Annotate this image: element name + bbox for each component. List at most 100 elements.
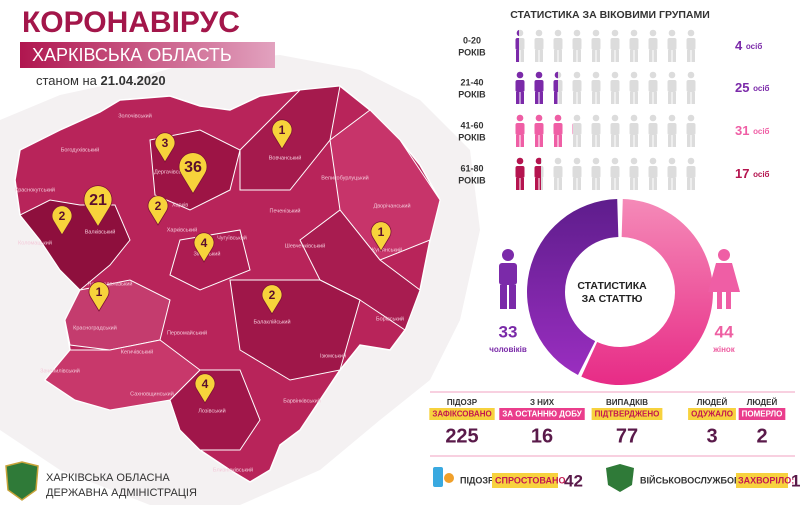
person-leg xyxy=(520,178,524,190)
district-label: Лозівський xyxy=(198,407,225,414)
person-icon xyxy=(667,71,677,104)
map: Золочівський Богодухівський Краснокутський… xyxy=(14,85,441,483)
women-count: 44 xyxy=(715,322,734,341)
person-icon xyxy=(648,71,658,104)
subtitle: ХАРКІВСЬКА ОБЛАСТЬ xyxy=(32,45,232,65)
pin-label: 2 xyxy=(155,199,162,213)
total-value: 16 xyxy=(531,425,553,447)
leg xyxy=(726,292,731,309)
person-leg xyxy=(577,92,581,104)
person-leg xyxy=(520,92,524,104)
person-body xyxy=(667,123,677,135)
person-leg xyxy=(615,92,619,104)
person-leg xyxy=(577,50,581,62)
person-body xyxy=(648,166,658,178)
person-leg xyxy=(596,50,600,62)
total-value: 2 xyxy=(756,425,767,447)
leg xyxy=(717,292,722,309)
district-label: Шевченківський xyxy=(285,242,325,249)
person-head xyxy=(630,157,638,165)
person-leg xyxy=(691,135,695,147)
person-leg xyxy=(691,178,695,190)
person-head xyxy=(554,29,562,37)
emblem xyxy=(5,461,39,501)
total-line1: ЛЮДЕЙ xyxy=(697,398,728,407)
pin-label: 1 xyxy=(279,123,286,137)
person-head xyxy=(649,157,657,165)
count-number: 17 xyxy=(735,166,749,181)
person-head xyxy=(535,114,543,122)
person-leg xyxy=(672,92,676,104)
flask-icon xyxy=(433,467,443,487)
person-head xyxy=(649,71,657,79)
totals: ПІДОЗР ЗАФІКСОВАНО 225 З НИХ ЗА ОСТАННЮ ДОБУ… xyxy=(429,398,786,447)
district-shape xyxy=(169,229,251,291)
person-head xyxy=(668,157,676,165)
pin-label: 4 xyxy=(201,236,208,250)
pin-label: 3 xyxy=(162,136,169,150)
pin-label: 2 xyxy=(59,209,66,223)
person-leg xyxy=(687,135,691,147)
person-leg xyxy=(653,178,657,190)
age-count: 31 осіб xyxy=(735,123,770,138)
person-icon xyxy=(629,71,639,104)
person-icon-filled xyxy=(515,29,519,62)
head xyxy=(718,249,730,261)
person-leg xyxy=(577,135,581,147)
highlight-bg xyxy=(492,473,558,488)
age-count: 4 осіб xyxy=(735,38,762,53)
person-icon xyxy=(534,29,544,62)
footer-line: ХАРКІВСЬКА ОБЛАСНА xyxy=(46,472,170,484)
person-leg xyxy=(668,92,672,104)
person-head xyxy=(630,29,638,37)
highlight-bg xyxy=(688,408,736,420)
person-body xyxy=(610,80,620,92)
person-leg xyxy=(649,50,653,62)
date-line: станом на 21.04.2020 xyxy=(36,73,166,88)
person-leg xyxy=(520,135,524,147)
district-label: Богодухівський xyxy=(61,146,99,153)
district-label: Нововодолазький xyxy=(87,280,132,287)
person-head xyxy=(573,71,581,79)
age-range: 41-60 xyxy=(460,120,483,130)
pin xyxy=(194,373,216,404)
person-leg xyxy=(649,135,653,147)
person-icon xyxy=(591,157,601,190)
gender-title: СТАТИСТИКА xyxy=(577,280,647,292)
refuted-value: 42 xyxy=(564,471,583,490)
total-line2: ПОМЕРЛО xyxy=(742,410,783,419)
person-body xyxy=(572,166,582,178)
man-icon xyxy=(499,249,517,309)
total-line1: З НИХ xyxy=(530,398,555,407)
person-leg xyxy=(668,50,672,62)
age-title: СТАТИСТИКА ЗА ВІКОВИМИ ГРУПАМИ xyxy=(510,9,710,21)
person-leg xyxy=(653,92,657,104)
person-leg xyxy=(687,178,691,190)
date: 21.04.2020 xyxy=(101,73,166,88)
district-shape xyxy=(299,209,421,331)
district-label: Валківський xyxy=(85,228,116,235)
count-number: 25 xyxy=(735,80,749,95)
woman-icon xyxy=(708,249,740,309)
person-leg xyxy=(573,135,577,147)
total-line2: ОДУЖАЛО xyxy=(691,410,733,419)
person-leg xyxy=(558,92,562,104)
military-value: 1 xyxy=(791,471,800,490)
person-body xyxy=(553,123,563,135)
person-leg xyxy=(634,178,638,190)
person-leg xyxy=(539,178,541,190)
person-head xyxy=(630,71,638,79)
person-body xyxy=(572,123,582,135)
leg xyxy=(500,285,507,309)
person-body xyxy=(534,80,544,92)
person-head xyxy=(535,29,543,37)
person-head xyxy=(668,71,676,79)
district-shape xyxy=(19,199,131,291)
person-head xyxy=(592,29,600,37)
virus-icon xyxy=(444,473,454,483)
person-icon xyxy=(553,29,563,62)
age-unit: РОКІВ xyxy=(458,132,486,142)
district-label: Великобурлуцький xyxy=(321,174,368,181)
person-leg xyxy=(573,50,577,62)
person-leg xyxy=(596,92,600,104)
